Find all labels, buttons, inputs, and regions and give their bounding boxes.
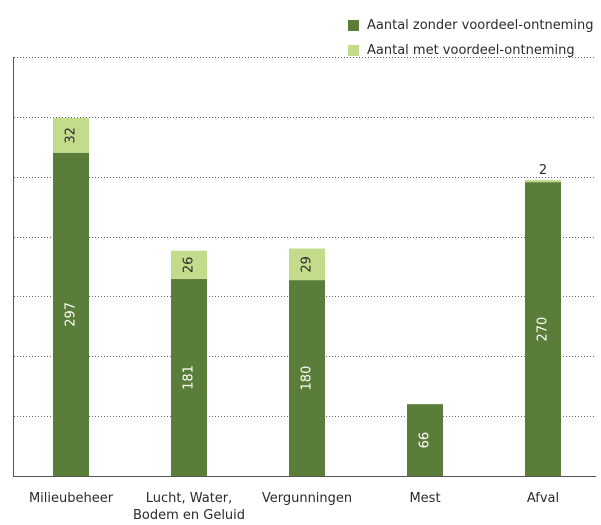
legend-item-met: Aantal met voordeel-ontneming <box>348 39 593 61</box>
bar-zonder <box>407 404 443 476</box>
legend: Aantal zonder voordeel-ontneming Aantal … <box>348 14 593 64</box>
legend-swatch-zonder <box>348 19 359 31</box>
x-tick-label-line: Mest <box>409 491 440 506</box>
bar-met <box>525 179 561 183</box>
data-label: 270 <box>536 317 551 342</box>
x-tick-label-line: Milieubeheer <box>29 491 114 506</box>
bar-zonder <box>289 280 325 476</box>
data-label: 2 <box>539 163 547 178</box>
bar-zonder <box>53 152 89 476</box>
data-label: 26 <box>182 257 197 274</box>
bar-met <box>171 250 207 280</box>
data-label: 66 <box>418 432 433 449</box>
data-label: 32 <box>64 127 79 144</box>
x-tick-label: Afval <box>527 491 559 506</box>
x-tick-label-line: Bodem en Geluid <box>133 508 245 523</box>
x-tick-label-line: Lucht, Water, <box>146 491 233 506</box>
x-tick-label: Vergunningen <box>262 491 352 506</box>
x-tick-label-line: Vergunningen <box>262 491 352 506</box>
legend-swatch-met <box>348 44 359 56</box>
bar-met <box>53 117 89 153</box>
bar-zonder <box>171 279 207 476</box>
legend-item-zonder: Aantal zonder voordeel-ontneming <box>348 14 593 36</box>
x-tick-label-line: Afval <box>527 491 559 506</box>
bar-zonder <box>525 182 561 477</box>
x-tick-label: Lucht, Water, Bodem en Geluid <box>133 491 245 523</box>
data-label: 181 <box>182 365 197 390</box>
legend-label-zonder: Aantal zonder voordeel-ontneming <box>367 17 594 33</box>
legend-label-met: Aantal met voordeel-ontneming <box>367 42 575 58</box>
x-tick-label: Milieubeheer <box>29 491 114 506</box>
x-tick-label: Mest <box>409 491 440 506</box>
data-label: 297 <box>64 302 79 327</box>
bar-met <box>289 248 325 281</box>
data-label: 180 <box>300 366 315 391</box>
data-label: 29 <box>300 256 315 273</box>
